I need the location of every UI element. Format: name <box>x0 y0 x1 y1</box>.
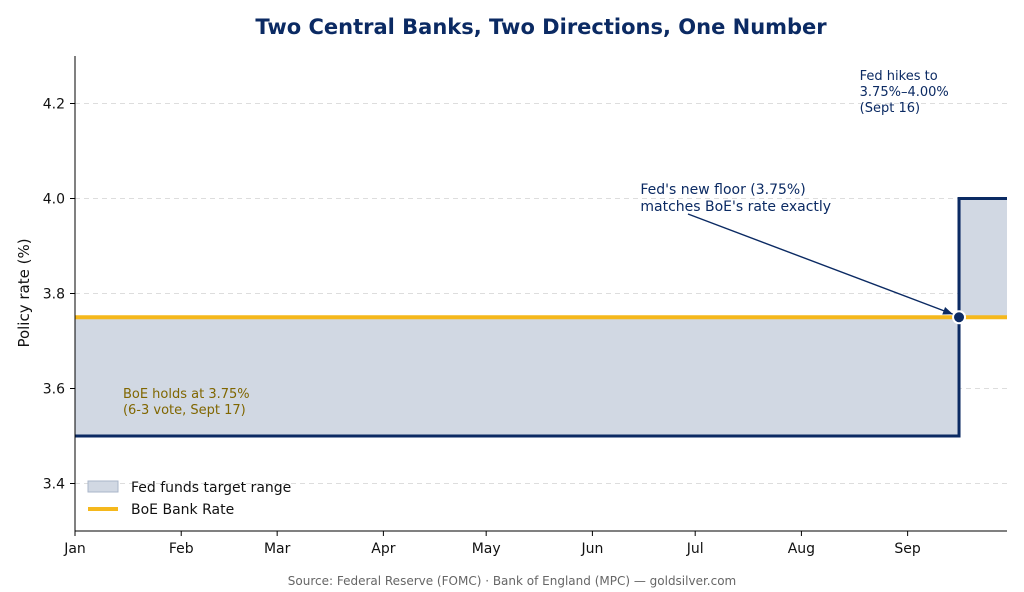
annotation-arrow <box>687 213 954 315</box>
y-tick-label: 3.8 <box>43 287 65 303</box>
x-tick-label: May <box>472 541 501 557</box>
rate-match-marker <box>952 310 967 325</box>
x-tick-label: Mar <box>264 541 291 557</box>
fed-band-upper <box>75 197 1007 319</box>
legend-swatch-fed <box>87 480 119 493</box>
annotations: Fed hikes to 3.75%–4.00% (Sept 16) Fed's ne… <box>123 69 954 418</box>
annotation-arrowhead <box>942 306 954 315</box>
y-axis-label: Policy rate (%) <box>15 238 33 347</box>
y-tick-label: 4.2 <box>43 97 65 113</box>
annotation-line: (6-3 vote, Sept 17) <box>123 403 246 418</box>
marker-dot <box>952 310 967 325</box>
annotation-1: Fed's new floor (3.75%) matches BoE's rat… <box>640 182 831 215</box>
legend-label-fed: Fed funds target range <box>131 480 291 496</box>
legend: Fed funds target range BoE Bank Rate <box>87 480 291 518</box>
x-tick-label: Apr <box>371 541 395 557</box>
annotation-line: 3.75%–4.00% <box>860 85 949 100</box>
annotation-0: Fed hikes to 3.75%–4.00% (Sept 16) <box>860 69 949 116</box>
y-tick-label: 4.0 <box>43 192 65 208</box>
x-tick-label: Sep <box>894 541 921 557</box>
annotation-line: matches BoE's rate exactly <box>640 199 831 215</box>
x-tick-label: Jan <box>63 541 86 557</box>
series-lines <box>75 198 1007 320</box>
annotation-line: Fed's new floor (3.75%) <box>640 182 805 198</box>
x-tick-label: Jun <box>580 541 603 557</box>
annotation-line: BoE holds at 3.75% <box>123 387 250 402</box>
y-tick-label: 3.6 <box>43 382 65 398</box>
x-tick-label: Jul <box>686 541 704 557</box>
y-tick-label: 3.4 <box>43 477 65 493</box>
y-axis-ticks: 3.4 3.6 3.8 4.0 4.2 <box>43 97 75 493</box>
x-tick-label: Feb <box>169 541 194 557</box>
annotation-2: BoE holds at 3.75% (6-3 vote, Sept 17) <box>123 387 250 418</box>
legend-label-boe: BoE Bank Rate <box>131 502 234 518</box>
x-tick-label: Aug <box>788 541 815 557</box>
source-note: Source: Federal Reserve (FOMC) · Bank of… <box>288 574 737 588</box>
chart-title: Two Central Banks, Two Directions, One N… <box>255 15 827 39</box>
x-axis-ticks: Jan Feb Mar Apr May Jun Jul Aug Sep <box>63 531 921 557</box>
annotation-line: Fed hikes to <box>860 69 938 84</box>
annotation-line: (Sept 16) <box>860 101 920 116</box>
